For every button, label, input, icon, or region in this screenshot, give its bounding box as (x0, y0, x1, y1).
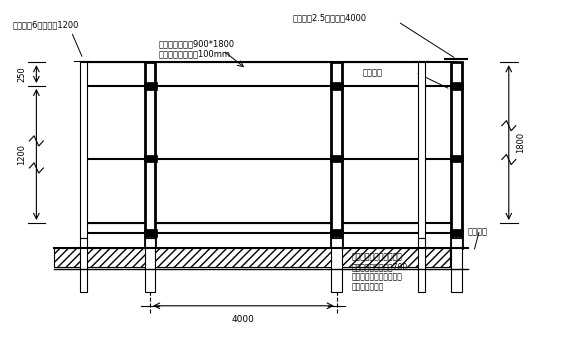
Bar (331, 155, 343, 162)
Bar (80, 238, 87, 292)
Bar (145, 62, 155, 245)
Text: 固，外置长度不小于700: 固，外置长度不小于700 (352, 262, 408, 271)
Text: 证钢管纵向一线: 证钢管纵向一线 (352, 283, 384, 292)
Bar (144, 82, 156, 90)
Bar (144, 155, 156, 162)
Text: 水平钢管: 水平钢管 (363, 68, 383, 77)
Text: 1200: 1200 (18, 144, 26, 165)
Bar (331, 82, 343, 90)
Bar (54, 248, 451, 267)
Bar (331, 229, 343, 237)
Text: 连设钢管时必须拉线，保: 连设钢管时必须拉线，保 (352, 272, 402, 282)
Text: 天蓝色彩钢板，900*1800: 天蓝色彩钢板，900*1800 (159, 39, 235, 48)
Text: 彩钢板搭接不少于100mm: 彩钢板搭接不少于100mm (159, 49, 231, 58)
Bar (80, 62, 87, 238)
Text: 钢管，长2.5米，间距4000: 钢管，长2.5米，间距4000 (293, 14, 367, 23)
Bar (418, 238, 425, 292)
Bar (144, 229, 156, 237)
Bar (145, 238, 155, 292)
Bar (83, 62, 421, 223)
Text: 4000: 4000 (232, 315, 255, 324)
Text: 自然土面: 自然土面 (468, 227, 488, 236)
Bar (332, 238, 342, 292)
Bar (450, 155, 463, 162)
Bar (418, 62, 425, 238)
Text: 250: 250 (18, 66, 26, 82)
Text: 短钢管打入土中，保证牢: 短钢管打入土中，保证牢 (352, 252, 402, 261)
Bar (451, 238, 462, 292)
Bar (451, 62, 462, 248)
Bar (450, 229, 463, 237)
Bar (450, 82, 463, 90)
Text: 1800: 1800 (516, 132, 525, 153)
Bar (332, 62, 342, 245)
Text: 钢管，长6米，间距1200: 钢管，长6米，间距1200 (13, 20, 80, 30)
